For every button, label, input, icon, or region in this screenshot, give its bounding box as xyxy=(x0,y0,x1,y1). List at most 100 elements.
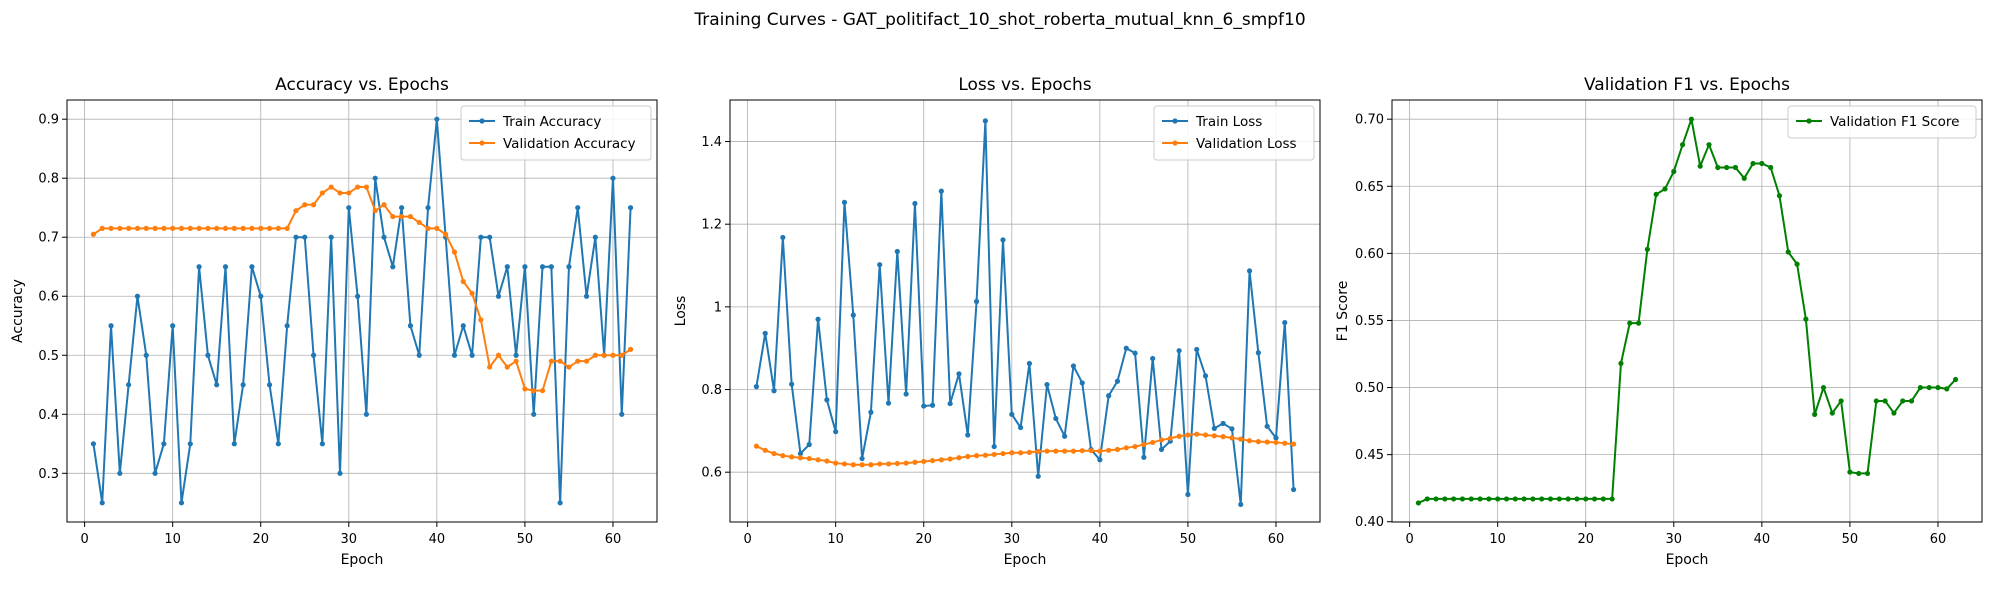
y-tick-label: 1.4 xyxy=(701,135,722,150)
data-point xyxy=(134,225,141,231)
data-point xyxy=(1035,448,1041,455)
data-point xyxy=(143,225,149,231)
data-point xyxy=(469,352,475,358)
data-point xyxy=(1158,437,1165,443)
x-tick-label: 20 xyxy=(915,532,932,547)
grid xyxy=(67,100,657,522)
data-point xyxy=(1255,350,1261,356)
data-point xyxy=(1106,393,1112,399)
data-point xyxy=(310,352,317,358)
data-point xyxy=(1194,346,1200,353)
y-tick-label: 1 xyxy=(714,300,722,315)
data-point xyxy=(284,323,290,329)
data-point xyxy=(1556,496,1562,502)
data-point xyxy=(1574,496,1580,502)
data-point xyxy=(894,248,900,255)
data-point xyxy=(1211,433,1217,439)
data-point xyxy=(214,382,220,388)
chart-panels: 0 10 20 30 40 50 600.30.40.50.60.70.80.9Accura… xyxy=(10,75,1983,568)
data-point xyxy=(833,429,839,435)
data-point xyxy=(399,205,405,211)
data-point xyxy=(1211,425,1217,431)
data-point xyxy=(451,249,458,255)
data-point xyxy=(592,234,598,240)
data-point xyxy=(1908,398,1915,404)
data-point xyxy=(566,264,572,270)
data-point xyxy=(416,219,422,226)
data-point xyxy=(1917,384,1923,391)
legend-item-validation-accuracy: Validation Accuracy xyxy=(469,136,636,152)
data-point xyxy=(1141,441,1147,448)
data-point xyxy=(1926,384,1932,391)
data-point xyxy=(610,352,616,358)
data-point xyxy=(619,411,625,417)
data-point xyxy=(1750,160,1756,167)
x-tick-label: 10 xyxy=(1489,532,1506,547)
data-point xyxy=(973,298,980,305)
series-line xyxy=(755,119,1295,506)
data-point xyxy=(1776,193,1783,199)
data-point xyxy=(1459,496,1466,502)
data-point xyxy=(1035,473,1041,479)
series-train-accuracy xyxy=(90,116,634,506)
data-point xyxy=(513,358,519,364)
legend-item-train-loss: Train Loss xyxy=(1162,114,1262,130)
panel-title: Validation F1 vs. Epochs xyxy=(1584,75,1790,95)
data-point xyxy=(850,312,856,318)
data-point xyxy=(921,458,927,465)
data-point xyxy=(478,234,484,240)
data-point xyxy=(346,205,352,211)
data-point xyxy=(372,175,378,181)
data-point xyxy=(302,202,308,208)
x-tick-label: 30 xyxy=(341,532,358,547)
data-point xyxy=(557,358,563,364)
data-point xyxy=(1838,398,1844,404)
data-point xyxy=(1732,164,1739,171)
data-point xyxy=(90,231,97,237)
data-point xyxy=(780,234,786,241)
data-point xyxy=(1864,470,1871,477)
data-point xyxy=(1785,249,1791,255)
y-tick-label: 0.7 xyxy=(38,231,59,246)
data-point xyxy=(1600,496,1606,502)
data-point xyxy=(1220,420,1226,427)
data-point xyxy=(1053,448,1059,454)
y-tick-label: 0.6 xyxy=(701,466,722,481)
data-point xyxy=(1547,496,1554,502)
data-point xyxy=(222,264,229,270)
data-point xyxy=(1794,261,1800,267)
data-point xyxy=(1503,496,1510,502)
data-point xyxy=(859,462,865,468)
data-point xyxy=(1132,350,1138,356)
data-point xyxy=(1451,496,1457,502)
x-tick-label: 20 xyxy=(1577,532,1594,547)
data-point xyxy=(1768,164,1774,171)
legend: Train Loss Validation Loss xyxy=(1153,105,1315,161)
data-point xyxy=(161,441,167,447)
x-tick-label: 30 xyxy=(1666,532,1683,547)
data-point xyxy=(548,264,554,270)
data-point xyxy=(495,293,502,299)
data-point xyxy=(982,452,988,458)
y-tick-label: 0.65 xyxy=(1355,180,1384,195)
data-point xyxy=(1229,426,1235,432)
data-point xyxy=(425,205,431,211)
panel-title: Accuracy vs. Epochs xyxy=(275,75,449,95)
data-point xyxy=(178,225,185,231)
data-point xyxy=(381,202,387,208)
series-validation-f1-score xyxy=(1415,116,1959,506)
data-point xyxy=(1521,496,1527,502)
x-axis-label: Epoch xyxy=(1666,552,1709,568)
data-point xyxy=(877,461,883,467)
data-point xyxy=(258,225,264,231)
data-point xyxy=(187,441,193,447)
data-point xyxy=(1724,164,1730,171)
data-point xyxy=(425,225,431,231)
data-point xyxy=(1468,496,1474,502)
data-point xyxy=(1290,441,1297,447)
data-point xyxy=(302,234,308,240)
data-point xyxy=(1512,496,1518,502)
data-point xyxy=(753,384,760,390)
data-point xyxy=(187,225,193,231)
data-point xyxy=(929,458,936,464)
